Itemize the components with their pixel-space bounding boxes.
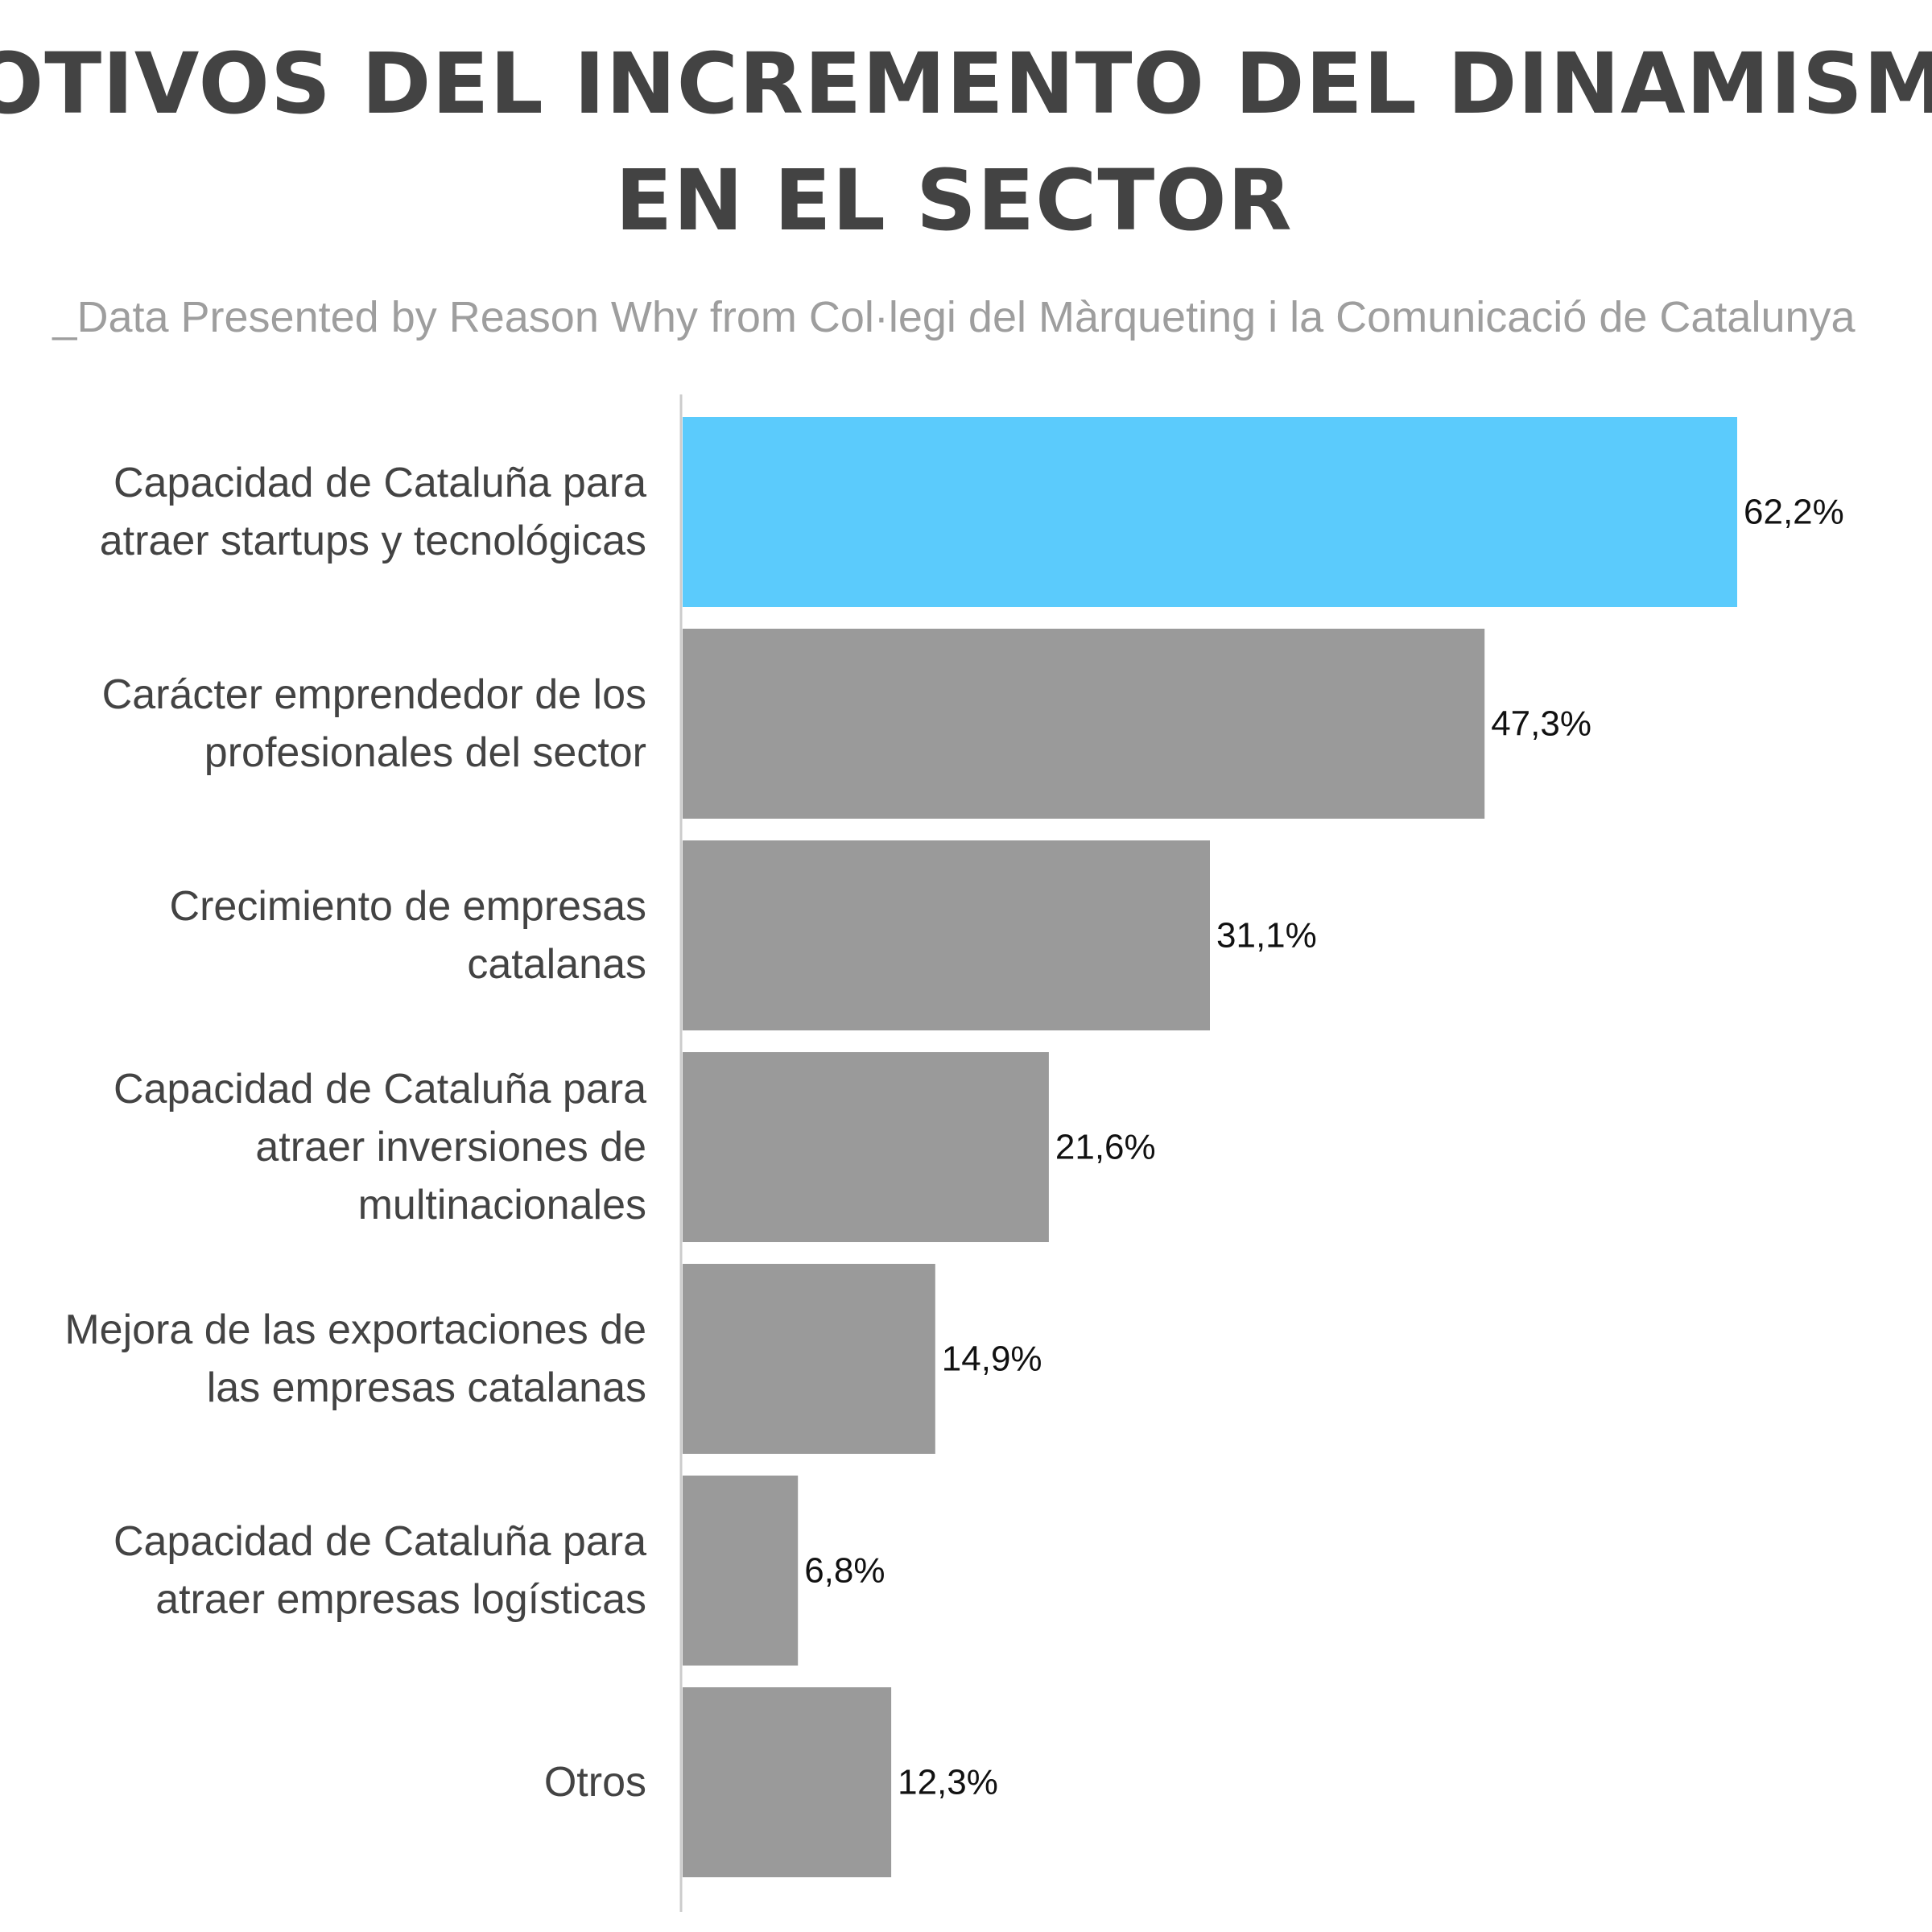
category-label-5-line-2: las empresas catalanas xyxy=(207,1364,646,1411)
category-label-4-line-3: multinacionales xyxy=(358,1182,646,1228)
category-label-4-line-2: atraer inversiones de xyxy=(255,1124,646,1170)
bar-5 xyxy=(683,1264,935,1454)
value-label-1: 62,2% xyxy=(1744,493,1844,532)
category-label-1-line-2: atraer startups y tecnológicas xyxy=(100,518,646,564)
category-label-3-line-2: catalanas xyxy=(467,941,646,988)
category-label-1-line-1: Capacidad de Cataluña para xyxy=(114,460,646,506)
value-label-2: 47,3% xyxy=(1491,704,1591,744)
bar-2 xyxy=(683,629,1485,819)
category-label-5-line-1: Mejora de las exportaciones de xyxy=(64,1307,646,1353)
bar-1 xyxy=(683,417,1737,607)
value-label-3: 31,1% xyxy=(1216,916,1317,956)
bar-3 xyxy=(683,840,1210,1030)
bars-group: 62,2% Capacidad de Cataluña para atraer st… xyxy=(64,417,1844,1877)
value-label-5: 14,9% xyxy=(942,1340,1042,1379)
category-label-2-line-1: Carácter emprendedor de los xyxy=(102,671,646,718)
bar-6 xyxy=(683,1476,799,1666)
bar-4 xyxy=(683,1052,1049,1242)
value-label-7: 12,3% xyxy=(898,1763,998,1802)
chart-subtitle: _Data Presented by Reason Why from Col·l… xyxy=(52,293,1856,341)
chart-title-line-2: EN EL SECTOR xyxy=(615,151,1293,250)
category-label-3-line-1: Crecimiento de empresas xyxy=(170,883,646,930)
category-label-2-line-2: profesionales del sector xyxy=(204,729,646,776)
value-label-6: 6,8% xyxy=(804,1551,885,1591)
bar-7 xyxy=(683,1687,892,1877)
chart-title-line-1: MOTIVOS DEL INCREMENTO DEL DINAMISMO xyxy=(0,35,1932,133)
category-label-4-line-1: Capacidad de Cataluña para xyxy=(114,1066,646,1113)
category-label-6-line-1: Capacidad de Cataluña para xyxy=(114,1518,646,1565)
category-label-6-line-2: atraer empresas logísticas xyxy=(155,1576,646,1623)
category-label-7-line-1: Otros xyxy=(544,1759,646,1806)
value-label-4: 21,6% xyxy=(1055,1128,1156,1167)
